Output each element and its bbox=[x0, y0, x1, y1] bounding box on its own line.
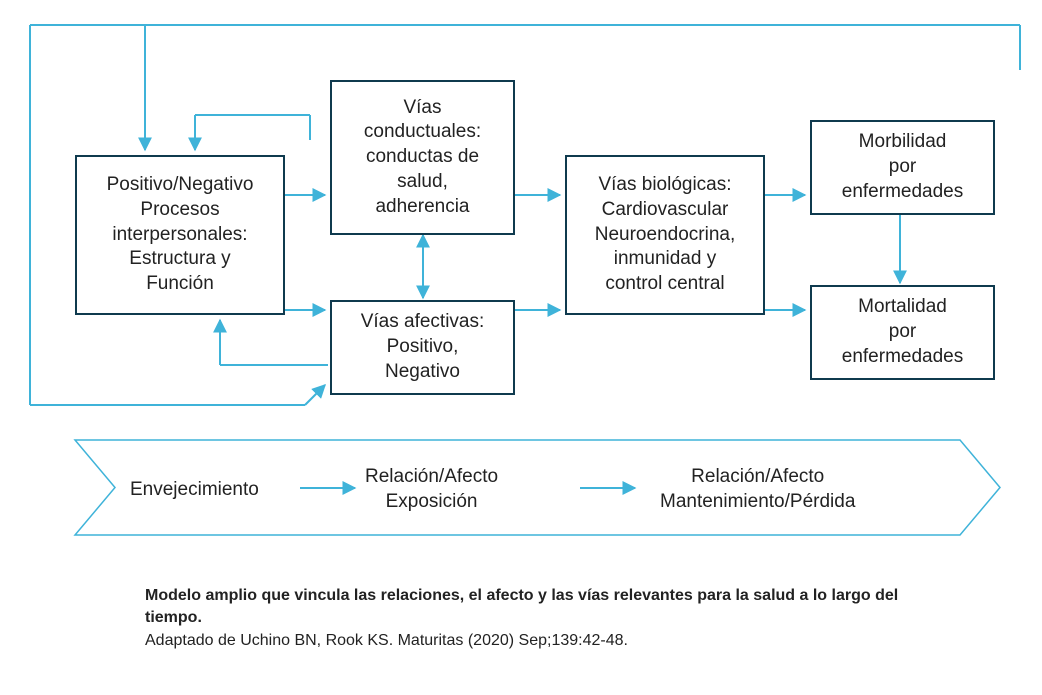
caption-plain: Adaptado de Uchino BN, Rook KS. Maturita… bbox=[145, 632, 628, 649]
banner-text: Relación/AfectoExposición bbox=[365, 466, 498, 512]
node-afectivas: Vías afectivas:Positivo,Negativo bbox=[330, 300, 515, 395]
banner-text: Envejecimiento bbox=[130, 479, 259, 500]
node-label: Morbilidadporenfermedades bbox=[842, 130, 963, 204]
banner-label-exposicion: Relación/AfectoExposición bbox=[365, 465, 498, 514]
caption: Modelo amplio que vincula las relaciones… bbox=[145, 585, 905, 652]
node-label: Víasconductuales:conductas desalud,adher… bbox=[364, 96, 481, 219]
node-conductuales: Víasconductuales:conductas desalud,adher… bbox=[330, 80, 515, 235]
banner-text: Relación/AfectoMantenimiento/Pérdida bbox=[660, 466, 855, 512]
node-morbilidad: Morbilidadporenfermedades bbox=[810, 120, 995, 215]
node-label: Vías afectivas:Positivo,Negativo bbox=[361, 310, 485, 384]
node-mortalidad: Mortalidadporenfermedades bbox=[810, 285, 995, 380]
caption-bold: Modelo amplio que vincula las relaciones… bbox=[145, 587, 898, 626]
node-biologicas: Vías biológicas:CardiovascularNeuroendoc… bbox=[565, 155, 765, 315]
flowchart-diagram: Positivo/NegativoProcesosinterpersonales… bbox=[0, 0, 1042, 695]
node-procesos: Positivo/NegativoProcesosinterpersonales… bbox=[75, 155, 285, 315]
node-label: Vías biológicas:CardiovascularNeuroendoc… bbox=[595, 173, 735, 296]
node-label: Positivo/NegativoProcesosinterpersonales… bbox=[107, 173, 254, 296]
banner-label-envejecimiento: Envejecimiento bbox=[130, 478, 259, 503]
banner-label-mantenimiento: Relación/AfectoMantenimiento/Pérdida bbox=[660, 465, 855, 514]
node-label: Mortalidadporenfermedades bbox=[842, 295, 963, 369]
